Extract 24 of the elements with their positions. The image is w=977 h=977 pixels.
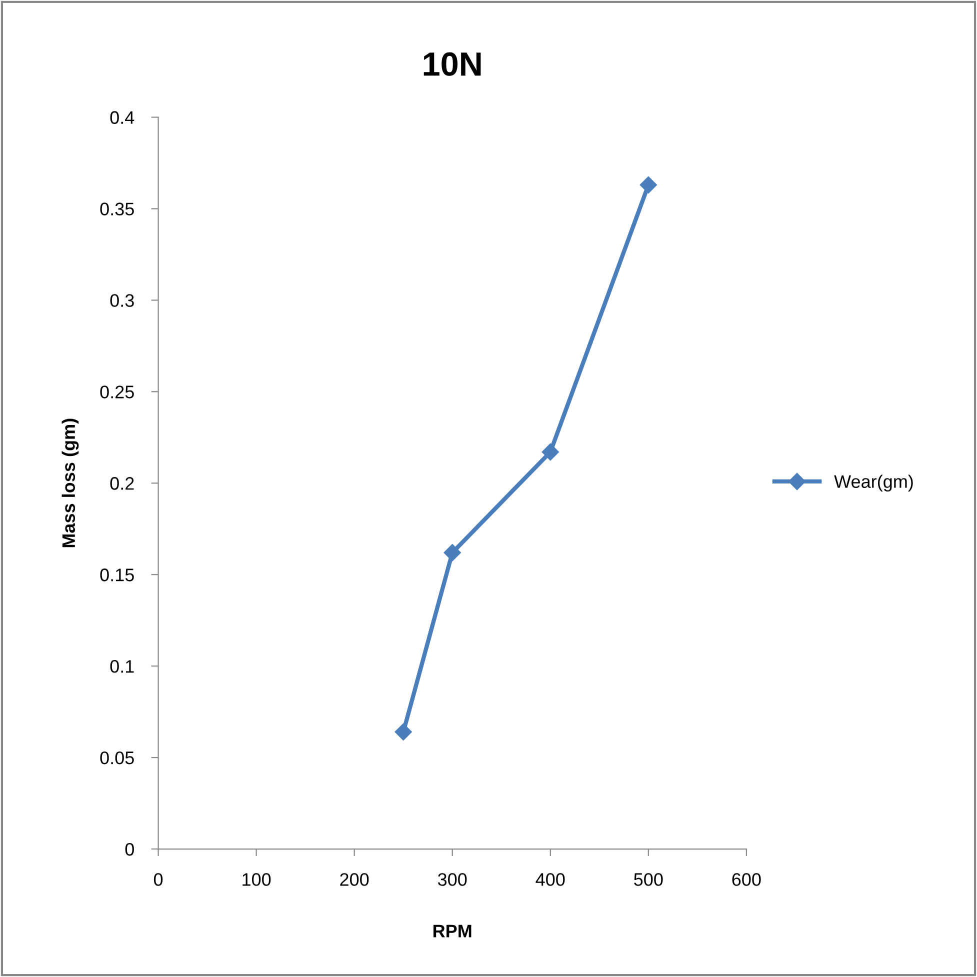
x-tick-label: 300 [438, 873, 467, 886]
y-tick-label: 0.15 [100, 568, 134, 582]
x-tick-label: 200 [340, 873, 369, 886]
chart-title: 10N [424, 52, 481, 76]
point [444, 544, 461, 562]
x-tick-label: 600 [732, 873, 761, 886]
x-tick-label: 0 [154, 873, 163, 886]
x-tick-label: 100 [242, 873, 271, 886]
legend-label: Wear(gm) [834, 474, 913, 492]
y-tick-label: 0.1 [110, 660, 134, 673]
x-axis-title: RPM [433, 924, 472, 938]
y-axis-title: Mass loss (gm) [62, 418, 79, 548]
y-tick-label: 0.25 [100, 386, 134, 398]
x-tick-label: 400 [536, 873, 565, 886]
y-tick-label: 0.35 [100, 202, 134, 216]
y-tick-label: 0 [125, 842, 134, 856]
y-tick-label: 0.2 [110, 477, 134, 490]
point [394, 723, 412, 740]
point [640, 176, 657, 194]
y-tick-label: 0.3 [110, 294, 134, 307]
y-tick-label: 0.4 [110, 111, 134, 124]
point [542, 443, 559, 461]
y-tick-label: 0.05 [100, 751, 134, 764]
x-tick-label: 500 [634, 873, 663, 886]
